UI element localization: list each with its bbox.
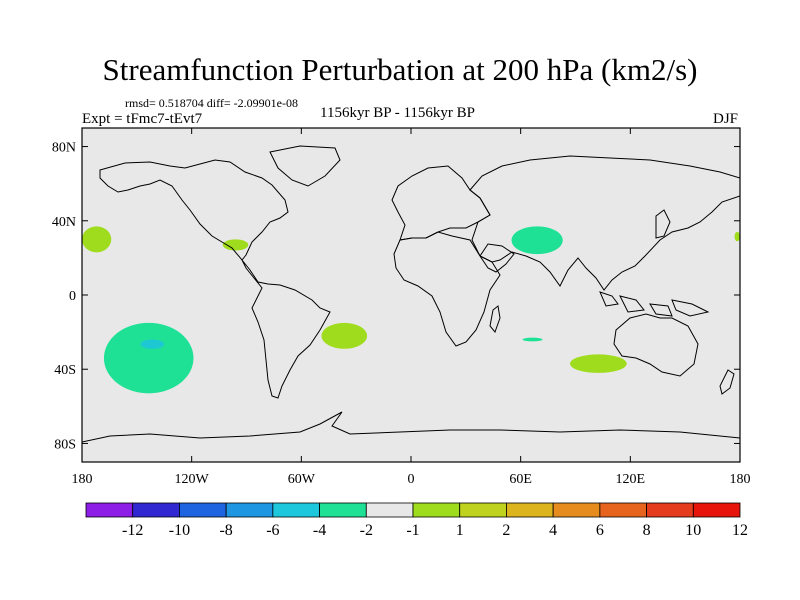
- anomaly-region-tibetan-plateau: [511, 226, 563, 255]
- colorbar-label: 6: [596, 522, 604, 539]
- lon-tick-label: 180: [72, 472, 93, 487]
- lat-tick-label: 80N: [52, 141, 76, 156]
- colorbar-label: 8: [643, 522, 651, 539]
- colorbar-label: 10: [685, 522, 701, 539]
- colorbar-label: -12: [122, 522, 143, 539]
- colorbar-label: -4: [313, 522, 326, 539]
- season-label: DJF: [713, 111, 739, 127]
- anomaly-region-south-atlantic: [321, 322, 368, 349]
- colorbar-swatch: [319, 502, 367, 518]
- colorbar-swatch: [272, 502, 320, 518]
- colorbar-swatch: [412, 502, 461, 518]
- colorbar-swatch: [552, 502, 601, 518]
- lon-tick-label: 180: [730, 472, 751, 487]
- lon-tick-label: 60E: [509, 472, 532, 487]
- colorbar-label: 1: [456, 522, 464, 539]
- plot-title: Streamfunction Perturbation at 200 hPa (…: [102, 52, 698, 87]
- anomaly-region-south-pacific: [103, 322, 194, 394]
- anomaly-region-north-pacific-east-edge: [734, 231, 740, 242]
- period-label: 1156kyr BP - 1156kyr BP: [320, 105, 476, 121]
- colorbar-label: -2: [360, 522, 373, 539]
- colorbar-swatch: [365, 502, 414, 518]
- anomaly-region-gulf-of-mexico: [222, 239, 249, 251]
- colorbar: -12 -10 -8 -6 -4 -2 -1 1 2 4 6 8 10 12: [85, 502, 748, 539]
- experiment-label: Expt = tFmc7-tEvt7: [82, 111, 203, 127]
- colorbar-label: -8: [219, 522, 232, 539]
- lon-tick-label: 60W: [288, 472, 316, 487]
- colorbar-label: -6: [266, 522, 279, 539]
- lon-tick-label: 120W: [175, 472, 210, 487]
- colorbar-label: 4: [549, 522, 557, 539]
- anomaly-region-indian-ocean-small: [522, 337, 543, 342]
- lat-tick-label: 0: [69, 289, 76, 304]
- colorbar-swatch: [599, 502, 647, 518]
- anomaly-region-south-pacific-core: [140, 339, 165, 349]
- stats-text: rmsd= 0.518704 diff= -2.09901e-08: [125, 96, 298, 110]
- colorbar-swatch: [85, 502, 134, 518]
- colorbar-swatch: [132, 502, 180, 518]
- lon-tick-label: 0: [408, 472, 415, 487]
- colorbar-label: -1: [406, 522, 419, 539]
- coastlines: [82, 145, 740, 462]
- colorbar-swatch: [179, 502, 227, 518]
- colorbar-swatch: [459, 502, 507, 518]
- colorbar-label: 2: [502, 522, 510, 539]
- colorbar-label: 12: [732, 522, 748, 539]
- colorbar-swatch: [506, 502, 554, 518]
- map-background: [82, 128, 740, 462]
- lat-tick-label: 80S: [54, 437, 76, 452]
- colorbar-swatch: [692, 502, 741, 518]
- colorbar-label: -10: [169, 522, 190, 539]
- anomaly-region-north-pacific-west: [82, 226, 112, 253]
- anomaly-region-south-indian-ocean: [570, 354, 627, 373]
- colorbar-swatch: [225, 502, 274, 518]
- lon-tick-label: 120E: [616, 472, 646, 487]
- lat-tick-label: 40N: [52, 215, 76, 230]
- axis-ticks: 80N 40N 0 40S 80S 180 120W 60W 0 60E 120E 180: [52, 128, 751, 487]
- colorbar-swatch: [646, 502, 694, 518]
- anomaly-layer: [82, 226, 740, 394]
- lat-tick-label: 40S: [54, 363, 76, 378]
